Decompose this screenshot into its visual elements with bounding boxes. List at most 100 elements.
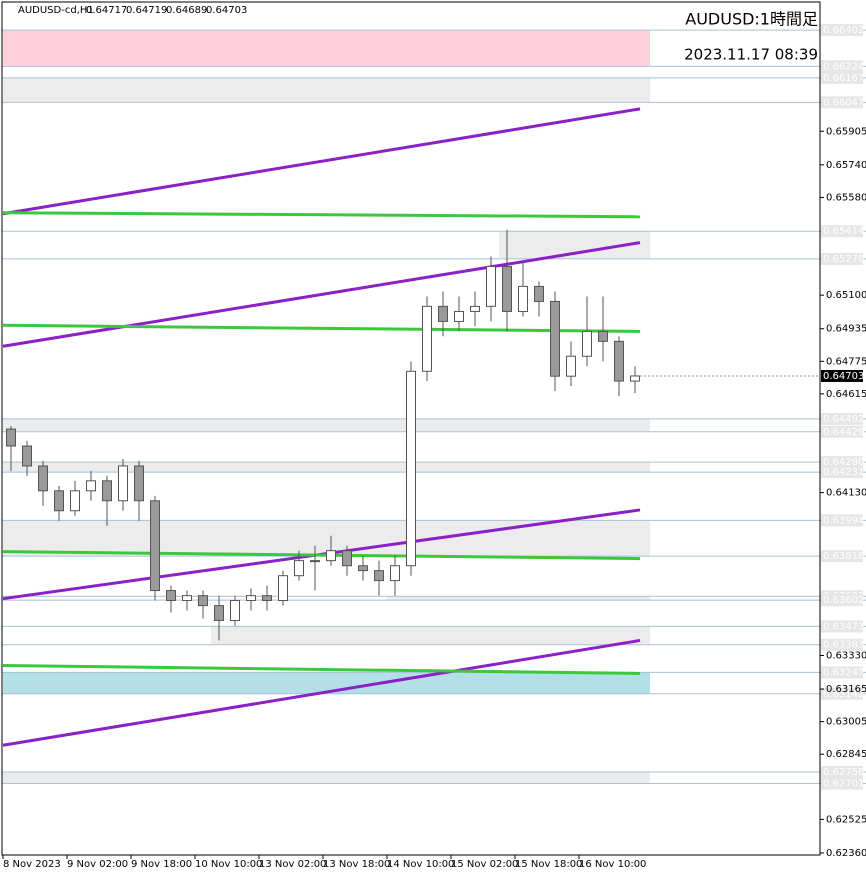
level-label: 0.64492 [823, 414, 864, 425]
level-label-bg [821, 96, 863, 109]
candle-body [422, 305, 432, 372]
level-label: 0.66047 [823, 97, 864, 108]
trend-line [2, 663, 641, 675]
level-label: 0.64231 [823, 467, 864, 478]
candle-body [278, 575, 288, 602]
level-label: 0.62701 [823, 779, 864, 790]
candle-body [614, 340, 624, 382]
candle-body [438, 305, 448, 322]
candle-body [326, 550, 336, 562]
candle-body [582, 330, 592, 357]
x-tick-label: 16 Nov 10:00 [579, 859, 646, 870]
y-tick-label: 0.65100 [826, 290, 866, 301]
trend-line [2, 241, 641, 348]
level-label-bg [821, 594, 863, 607]
header-value: 0.64719 [126, 5, 167, 16]
candle-body [6, 428, 16, 447]
zone [3, 462, 650, 473]
level-label: 0.63383 [823, 640, 864, 651]
level-label-bg [821, 620, 863, 633]
level-label-bg [821, 425, 863, 438]
zone [3, 30, 650, 67]
candle-body [102, 480, 112, 502]
y-tick-label: 0.62360 [826, 848, 866, 859]
trend-line [2, 323, 641, 333]
y-tick-label: 0.63005 [826, 717, 866, 728]
symbol: AUDUSD-cd,H1 [18, 5, 94, 16]
x-tick-label: 9 Nov 18:00 [131, 859, 192, 870]
zone [387, 596, 650, 601]
candle-body [406, 370, 416, 567]
x-tick-label: 13 Nov 02:00 [259, 859, 326, 870]
level-label: 0.63994 [823, 515, 864, 526]
level-label-bg [821, 456, 863, 469]
x-tick-label: 15 Nov 18:00 [515, 859, 582, 870]
y-tick-label: 0.64130 [826, 488, 866, 499]
level-label-bg [821, 412, 863, 425]
level-label-bg [821, 666, 863, 679]
candle-body [598, 330, 608, 342]
level-label: 0.63142 [823, 689, 864, 700]
candle-body [390, 565, 400, 582]
level-label-bg [821, 60, 863, 73]
level-label-bg [821, 777, 863, 790]
candle-body [166, 590, 176, 602]
candle-body [214, 605, 224, 621]
y-tick-label: 0.65905 [826, 126, 866, 137]
header-value: 0.64703 [206, 5, 247, 16]
header-value: 0.64717 [86, 5, 127, 16]
last-price-label: 0.64703 [823, 371, 864, 382]
x-tick-label: 13 Nov 18:00 [323, 859, 390, 870]
candle-body [38, 465, 48, 492]
candle-body [294, 560, 304, 577]
y-tick-label: 0.64775 [826, 356, 866, 367]
candle-body [198, 595, 208, 607]
candle-body [70, 490, 80, 512]
level-label: 0.63247 [823, 667, 864, 678]
candle-body [342, 550, 352, 567]
zone [3, 418, 650, 432]
level-label: 0.66167 [823, 73, 864, 84]
candle-body [134, 465, 144, 502]
candle-body [54, 490, 64, 512]
candle-body [518, 285, 528, 312]
candle-body [550, 300, 560, 377]
y-tick-label: 0.65740 [826, 160, 866, 171]
level-label: 0.63602 [823, 595, 864, 606]
level-label: 0.65414 [823, 226, 864, 237]
x-tick-label: 10 Nov 10:00 [195, 859, 262, 870]
level-label-bg [821, 638, 863, 651]
chart-title: AUDUSD:1時間足 [685, 10, 818, 29]
level-label: 0.65278 [823, 254, 864, 265]
level-label-bg [821, 225, 863, 238]
candle-body [358, 565, 368, 572]
candle-body [262, 595, 272, 602]
header-value: 0.64689 [166, 5, 207, 16]
level-label-bg [821, 514, 863, 527]
level-label-bg [821, 765, 863, 778]
level-label: 0.64429 [823, 427, 864, 438]
level-label: 0.64280 [823, 457, 864, 468]
level-label-bg [821, 24, 863, 37]
y-tick-label: 0.62525 [826, 814, 866, 825]
plot-frame [1, 1, 821, 856]
candle-body [310, 560, 320, 563]
candle-body [230, 600, 240, 621]
y-tick-label: 0.64935 [826, 324, 866, 335]
candle-body [150, 500, 160, 592]
x-tick-label: 14 Nov 10:00 [387, 859, 454, 870]
level-label-bg [821, 71, 863, 84]
level-label-bg [821, 252, 863, 265]
y-tick-label: 0.63165 [826, 684, 866, 695]
timestamp: 2023.11.17 08:39 [684, 46, 818, 64]
trend-line [2, 550, 641, 561]
zone [3, 771, 650, 784]
level-label: 0.66402 [823, 25, 864, 36]
last-price-bg [821, 369, 863, 382]
candle-body [502, 265, 512, 312]
level-label: 0.63473 [823, 621, 864, 632]
candle-body [86, 480, 96, 492]
